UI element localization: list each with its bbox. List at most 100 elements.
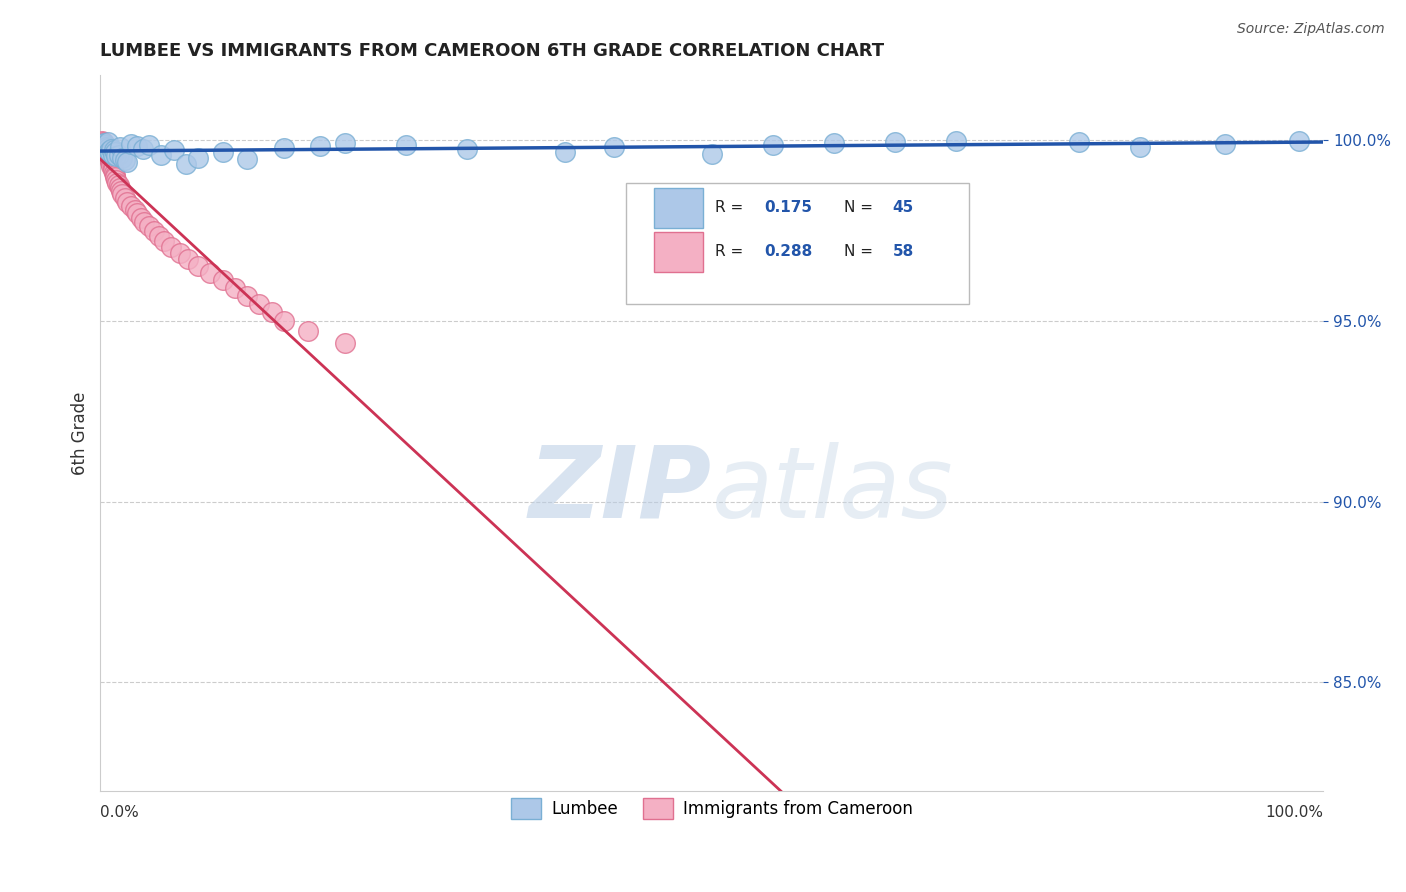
Text: N =: N = — [844, 201, 877, 215]
Point — [125, 138, 148, 153]
Point — [273, 314, 295, 328]
Point — [247, 296, 270, 310]
Text: atlas: atlas — [711, 442, 953, 539]
Point — [114, 153, 136, 167]
Point — [297, 324, 319, 338]
Point — [91, 138, 114, 153]
Point — [224, 280, 246, 294]
Point — [236, 152, 259, 166]
FancyBboxPatch shape — [654, 232, 703, 271]
Point — [107, 148, 129, 162]
Text: 45: 45 — [893, 201, 914, 215]
Text: 58: 58 — [893, 244, 914, 260]
Point — [333, 136, 356, 150]
Point — [148, 229, 170, 244]
Point — [97, 147, 120, 161]
Point — [309, 138, 332, 153]
Point — [105, 173, 128, 187]
Point — [945, 134, 967, 148]
Text: R =: R = — [716, 201, 748, 215]
Point — [107, 176, 129, 190]
Point — [93, 140, 115, 154]
Point — [150, 147, 173, 161]
Point — [1288, 134, 1310, 148]
Point — [105, 149, 128, 163]
Point — [117, 155, 139, 169]
Point — [273, 141, 295, 155]
Point — [1215, 136, 1237, 151]
Point — [174, 157, 197, 171]
Text: 0.175: 0.175 — [765, 201, 813, 215]
Text: 0.0%: 0.0% — [100, 805, 139, 820]
Point — [120, 136, 142, 151]
Point — [211, 145, 233, 159]
Point — [1129, 140, 1152, 154]
Point — [187, 259, 209, 273]
Point — [91, 135, 114, 149]
Point — [1067, 135, 1090, 149]
Point — [124, 202, 146, 217]
Text: R =: R = — [716, 244, 748, 260]
Point — [90, 136, 112, 151]
Point — [143, 224, 166, 238]
Point — [554, 145, 576, 159]
Point — [125, 206, 148, 220]
Point — [93, 136, 115, 150]
Point — [200, 266, 222, 280]
Point — [108, 140, 131, 154]
Point — [94, 137, 117, 152]
Point — [129, 211, 152, 225]
Point — [103, 166, 125, 180]
Point — [93, 144, 115, 158]
Point — [104, 145, 127, 159]
Point — [98, 145, 121, 160]
Point — [101, 162, 124, 177]
Point — [91, 141, 114, 155]
Point — [100, 157, 122, 171]
Point — [138, 219, 160, 234]
Point — [120, 199, 142, 213]
Point — [111, 151, 134, 165]
Point — [96, 147, 118, 161]
Point — [884, 135, 907, 149]
Point — [100, 159, 122, 173]
Point — [169, 246, 191, 260]
Point — [134, 214, 156, 228]
Point — [96, 144, 118, 158]
Point — [91, 138, 114, 153]
Point — [97, 135, 120, 149]
Point — [96, 140, 118, 154]
Point — [97, 145, 120, 159]
Point — [108, 181, 131, 195]
Text: N =: N = — [844, 244, 877, 260]
Point — [103, 144, 125, 158]
Point — [160, 240, 183, 254]
Point — [94, 137, 117, 152]
Text: ZIP: ZIP — [529, 442, 711, 539]
Point — [132, 142, 155, 156]
Point — [90, 134, 112, 148]
Point — [762, 137, 785, 152]
Point — [97, 141, 120, 155]
Point — [97, 144, 120, 158]
Point — [96, 140, 118, 154]
Point — [260, 305, 283, 319]
Point — [101, 161, 124, 175]
Point — [456, 142, 478, 156]
Point — [111, 186, 134, 201]
Point — [100, 142, 122, 156]
Point — [211, 273, 233, 287]
Point — [117, 194, 139, 209]
Point — [93, 136, 115, 150]
FancyBboxPatch shape — [626, 183, 969, 304]
Legend: Lumbee, Immigrants from Cameroon: Lumbee, Immigrants from Cameroon — [505, 791, 920, 825]
Point — [114, 191, 136, 205]
Point — [700, 147, 723, 161]
Point — [98, 155, 121, 169]
Text: Source: ZipAtlas.com: Source: ZipAtlas.com — [1237, 22, 1385, 37]
Point — [104, 170, 127, 185]
Text: 100.0%: 100.0% — [1265, 805, 1323, 820]
Point — [177, 252, 200, 267]
Point — [97, 151, 120, 165]
Point — [163, 144, 186, 158]
